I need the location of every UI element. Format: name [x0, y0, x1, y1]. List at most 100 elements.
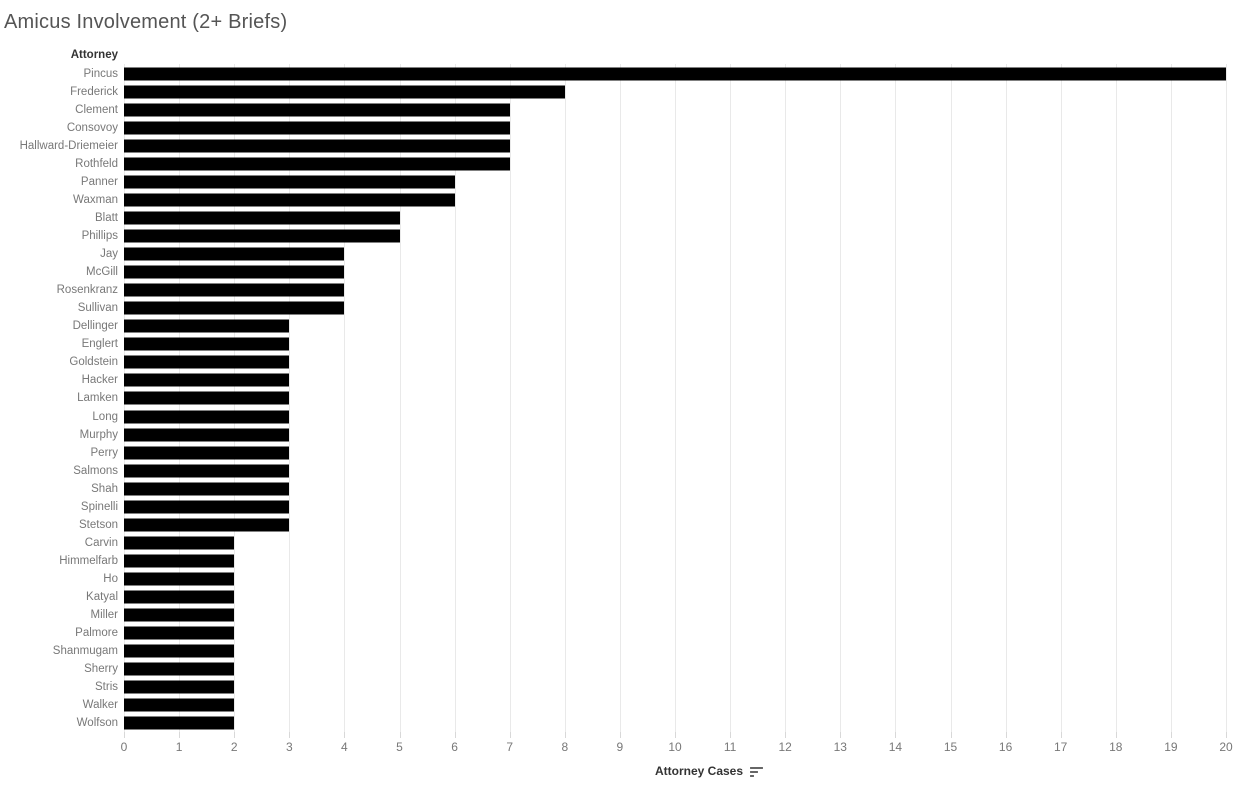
axis-tick — [1170, 732, 1172, 738]
chart-row: Goldstein — [0, 353, 1226, 371]
attorney-label[interactable]: Stetson — [79, 518, 118, 531]
bar[interactable] — [124, 103, 510, 117]
bar[interactable] — [124, 446, 290, 460]
bar-track — [124, 480, 1226, 498]
attorney-label[interactable]: Ho — [103, 572, 118, 585]
bar[interactable] — [124, 337, 290, 351]
axis-tick-label: 14 — [888, 740, 903, 754]
bar[interactable] — [124, 680, 235, 694]
attorney-label[interactable]: Rosenkranz — [56, 284, 118, 297]
bar[interactable] — [124, 410, 290, 424]
chart-row: Katyal — [0, 588, 1226, 606]
bar[interactable] — [124, 518, 290, 532]
chart-row: Panner — [0, 173, 1226, 191]
chart-row: Phillips — [0, 227, 1226, 245]
bar[interactable] — [124, 67, 1226, 81]
attorney-label[interactable]: Sherry — [84, 662, 118, 675]
attorney-label[interactable]: Stris — [95, 680, 118, 693]
attorney-label[interactable]: Himmelfarb — [59, 554, 118, 567]
attorney-label[interactable]: Waxman — [73, 194, 118, 207]
attorney-label[interactable]: Phillips — [81, 230, 118, 243]
attorney-label[interactable]: Clement — [75, 104, 118, 117]
bar[interactable] — [124, 608, 235, 622]
bar[interactable] — [124, 500, 290, 514]
attorney-label[interactable]: Palmore — [75, 626, 118, 639]
attorney-label[interactable]: Jay — [100, 248, 118, 261]
bar[interactable] — [124, 193, 455, 207]
axis-tick — [289, 732, 291, 738]
bar[interactable] — [124, 301, 345, 315]
attorney-label[interactable]: Blatt — [94, 212, 118, 225]
bar[interactable] — [124, 175, 455, 189]
bar[interactable] — [124, 554, 235, 568]
bar[interactable] — [124, 211, 400, 225]
attorney-label[interactable]: Shah — [91, 482, 118, 495]
chart-row: Blatt — [0, 209, 1226, 227]
attorney-label[interactable]: Salmons — [73, 464, 118, 477]
axis-tick — [950, 732, 952, 738]
bar[interactable] — [124, 283, 345, 297]
bar[interactable] — [124, 428, 290, 442]
x-axis-title-area: Attorney Cases — [124, 764, 1226, 778]
gridline — [895, 64, 897, 733]
attorney-label[interactable]: Carvin — [84, 536, 118, 549]
attorney-label[interactable]: Spinelli — [80, 500, 118, 513]
attorney-label[interactable]: Dellinger — [72, 320, 118, 333]
bar[interactable] — [124, 355, 290, 369]
bar[interactable] — [124, 662, 235, 676]
axis-tick-label: 16 — [998, 740, 1013, 754]
chart-row: Lamken — [0, 389, 1226, 407]
bar-track — [124, 155, 1226, 173]
bar[interactable] — [124, 265, 345, 279]
attorney-label[interactable]: Consovoy — [66, 122, 118, 135]
bar-track — [124, 101, 1226, 119]
attorney-label[interactable]: Hacker — [81, 374, 118, 387]
attorney-label[interactable]: Rothfeld — [75, 158, 118, 171]
bar[interactable] — [124, 482, 290, 496]
bar[interactable] — [124, 644, 235, 658]
attorney-label[interactable]: Englert — [81, 338, 118, 351]
bar[interactable] — [124, 139, 510, 153]
bar[interactable] — [124, 590, 235, 604]
attorney-label[interactable]: Lamken — [77, 392, 118, 405]
axis-tick — [344, 732, 346, 738]
axis-tick — [179, 732, 181, 738]
attorney-label[interactable]: Perry — [90, 446, 118, 459]
bar[interactable] — [124, 626, 235, 640]
bar[interactable] — [124, 572, 235, 586]
bar[interactable] — [124, 229, 400, 243]
attorney-label[interactable]: Panner — [80, 176, 118, 189]
bar[interactable] — [124, 121, 510, 135]
attorney-label[interactable]: Walker — [82, 698, 118, 711]
gridline — [509, 64, 511, 733]
attorney-label[interactable]: Sullivan — [77, 302, 118, 315]
axis-tick-label: 15 — [943, 740, 958, 754]
attorney-label[interactable]: Katyal — [86, 590, 118, 603]
attorney-label[interactable]: Miller — [90, 608, 118, 621]
attorney-label[interactable]: Long — [92, 410, 118, 423]
bar[interactable] — [124, 85, 565, 99]
sort-descending-icon[interactable] — [750, 766, 764, 777]
bar[interactable] — [124, 698, 235, 712]
attorney-label[interactable]: Murphy — [79, 428, 118, 441]
bar[interactable] — [124, 157, 510, 171]
chart-row: Waxman — [0, 191, 1226, 209]
attorney-label[interactable]: Goldstein — [69, 356, 118, 369]
bar[interactable] — [124, 373, 290, 387]
chart-title: Amicus Involvement (2+ Briefs) — [4, 11, 288, 33]
attorney-label[interactable]: Pincus — [83, 68, 118, 80]
axis-tick-label: 20 — [1219, 740, 1233, 754]
bar[interactable] — [124, 247, 345, 261]
bar[interactable] — [124, 391, 290, 405]
attorney-label[interactable]: Hallward-Driemeier — [19, 140, 118, 153]
bar[interactable] — [124, 464, 290, 478]
bar[interactable] — [124, 716, 235, 730]
bar[interactable] — [124, 536, 235, 550]
bar[interactable] — [124, 319, 290, 333]
attorney-label[interactable]: Wolfson — [76, 716, 118, 729]
attorney-label[interactable]: Shanmugam — [52, 644, 118, 657]
axis-tick-label: 17 — [1054, 740, 1068, 754]
attorney-label[interactable]: McGill — [86, 266, 118, 279]
attorney-label[interactable]: Frederick — [70, 86, 118, 99]
gridline — [1005, 64, 1007, 733]
